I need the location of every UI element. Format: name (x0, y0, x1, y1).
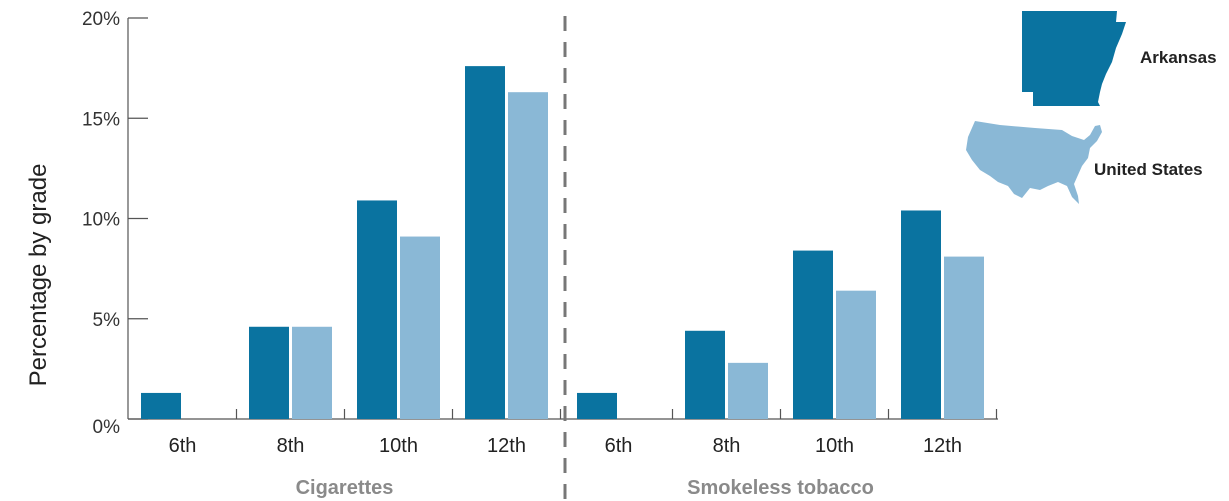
bar-smokeless-tobacco-8th-arkansas (685, 330, 725, 419)
bar-cigarettes-6th-arkansas (141, 392, 181, 419)
y-axis-title: Percentage by grade (25, 164, 52, 387)
y-axis-ticks: 0% 5% 10% 15% 20% (82, 9, 148, 438)
bar-smokeless-tobacco-12th-arkansas (901, 210, 941, 419)
bar-smokeless-tobacco-12th-united-states (944, 256, 984, 419)
bars (141, 66, 984, 420)
bar-cigarettes-12th-arkansas (465, 66, 505, 420)
category-label: 10th (379, 435, 418, 457)
category-label: 8th (713, 435, 741, 457)
bar-smokeless-tobacco-10th-arkansas (793, 250, 833, 419)
legend-item-united-states: United States (966, 121, 1203, 204)
category-label: 8th (277, 435, 305, 457)
legend-item-arkansas: Arkansas (1022, 11, 1217, 106)
bar-smokeless-tobacco-8th-united-states (728, 362, 768, 419)
us-map-icon (966, 121, 1102, 204)
group-label: Cigarettes (296, 477, 394, 499)
bar-smokeless-tobacco-10th-united-states (836, 290, 876, 419)
legend-label-united-states: United States (1094, 160, 1203, 179)
bar-cigarettes-8th-united-states (292, 326, 332, 419)
category-label: 6th (605, 435, 633, 457)
y-tick-label: 15% (82, 109, 120, 130)
legend: Arkansas United States (966, 11, 1217, 204)
arkansas-map-icon (1022, 11, 1126, 106)
bar-smokeless-tobacco-6th-arkansas (577, 392, 617, 419)
category-labels: 6th 8th 10th 12th 6th 8th 10th 12th (169, 435, 962, 457)
bar-cigarettes-12th-united-states (508, 92, 548, 419)
category-label: 6th (169, 435, 197, 457)
group-label: Smokeless tobacco (687, 477, 874, 499)
category-label: 12th (923, 435, 962, 457)
legend-label-arkansas: Arkansas (1140, 48, 1217, 67)
y-tick-label: 10% (82, 210, 120, 231)
group-labels: Cigarettes Smokeless tobacco (296, 477, 874, 499)
bar-cigarettes-10th-united-states (400, 236, 440, 419)
category-label: 12th (487, 435, 526, 457)
bar-cigarettes-8th-arkansas (249, 326, 289, 419)
y-tick-label: 20% (82, 9, 120, 30)
bar-cigarettes-10th-arkansas (357, 200, 397, 419)
y-tick-label: 5% (93, 310, 121, 331)
category-label: 10th (815, 435, 854, 457)
y-tick-label: 0% (93, 417, 121, 438)
